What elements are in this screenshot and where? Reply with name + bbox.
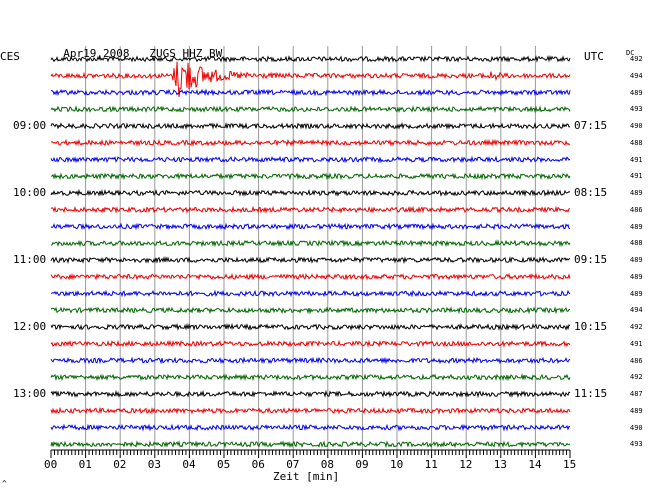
trace-0 — [50, 55, 571, 63]
x-tick-label: 09 — [355, 458, 369, 471]
dc-value: 489 — [630, 272, 643, 281]
trace-9 — [50, 205, 571, 214]
left-time-label: 09:00 — [13, 119, 47, 132]
dc-value: 491 — [630, 339, 643, 348]
dc-value: 487 — [630, 390, 643, 398]
trace-22 — [50, 423, 571, 432]
trace-1 — [50, 61, 571, 97]
right-time-label: 11:15 — [574, 387, 608, 400]
dc-value: 493 — [630, 105, 643, 114]
right-axis-label: UTC — [584, 50, 604, 63]
left-time-label: 12:00 — [13, 320, 47, 333]
x-axis-label: Zeit [min] — [273, 470, 340, 483]
trace-19 — [50, 373, 571, 382]
trace-12 — [50, 255, 571, 265]
dc-value: 492 — [630, 323, 643, 331]
left-time-label: 11:00 — [13, 253, 47, 266]
trace-4 — [50, 121, 570, 130]
minute-gridlines — [85, 46, 536, 450]
x-tick-label: 07 — [286, 458, 300, 471]
dc-value: 489 — [630, 406, 643, 415]
right-time-label: 08:15 — [574, 186, 608, 199]
dc-value: 489 — [630, 222, 643, 231]
dc-value: 490 — [630, 423, 643, 432]
trace-20 — [50, 389, 571, 399]
x-tick-label: 01 — [78, 458, 92, 471]
trace-8 — [50, 188, 571, 197]
trace-14 — [50, 289, 571, 298]
right-time-label: 10:15 — [574, 320, 608, 333]
left-time-label: 10:00 — [13, 186, 47, 199]
trace-2 — [50, 88, 571, 97]
left-time-label: 13:00 — [13, 387, 47, 400]
dc-value: 494 — [630, 306, 643, 315]
trace-18 — [50, 356, 571, 365]
right-time-label: 09:15 — [574, 253, 608, 266]
dc-value: 488 — [630, 138, 643, 147]
trace-13 — [50, 272, 571, 281]
dc-value: 486 — [630, 356, 643, 365]
trace-3 — [50, 105, 571, 114]
chart-title: Apr19,2008 ZUGS HHZ BW — [50, 36, 222, 60]
trace-23 — [50, 440, 571, 449]
dc-value: 492 — [630, 373, 643, 382]
x-tick-label: 10 — [390, 458, 404, 471]
x-tick-label: 06 — [251, 458, 265, 471]
dc-value: 489 — [630, 189, 643, 197]
dc-value: 489 — [630, 88, 643, 97]
dc-value: 490 — [630, 122, 643, 130]
trace-16 — [50, 322, 571, 332]
trace-6 — [50, 155, 571, 164]
dc-value: 486 — [630, 205, 643, 214]
x-tick-label: 12 — [459, 458, 473, 471]
x-tick-label: 03 — [147, 458, 162, 471]
dc-value: 493 — [630, 440, 643, 449]
title-station: ZUGS HHZ BW — [149, 47, 223, 60]
dc-value: 492 — [630, 55, 643, 63]
x-tick-label: 13 — [493, 458, 508, 471]
x-tick-label: 15 — [563, 458, 577, 471]
dc-value: 494 — [630, 71, 643, 80]
trace-5 — [50, 138, 571, 147]
left-axis-label: CES — [0, 50, 20, 63]
x-tick-label: 05 — [217, 458, 231, 471]
trace-17 — [50, 339, 571, 348]
trace-15 — [50, 306, 571, 315]
trace-7 — [50, 172, 571, 181]
x-tick-label: 02 — [113, 458, 127, 471]
trace-21 — [50, 406, 571, 415]
dc-label: DC — [626, 49, 635, 57]
dc-value: 491 — [630, 155, 643, 164]
time-axis — [50, 449, 571, 458]
dc-value: 488 — [630, 239, 643, 248]
corner-mark: ^ — [2, 479, 7, 488]
title-date: Apr19,2008 — [63, 47, 130, 60]
x-tick-label: 11 — [424, 458, 438, 471]
x-tick-label: 08 — [320, 458, 335, 471]
dc-value: 489 — [630, 256, 643, 264]
x-tick-label: 00 — [44, 458, 58, 471]
x-tick-label: 04 — [182, 458, 196, 471]
trace-11 — [50, 239, 571, 248]
x-tick-label: 14 — [528, 458, 542, 471]
dc-value: 489 — [630, 289, 643, 298]
dc-value: 491 — [630, 172, 643, 181]
seismic-traces — [50, 55, 571, 449]
right-time-label: 07:15 — [574, 119, 608, 132]
trace-10 — [50, 222, 571, 231]
